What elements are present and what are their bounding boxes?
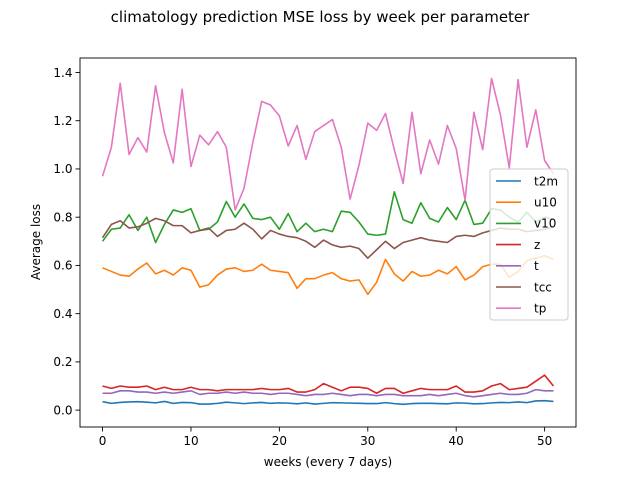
chart-title: climatology prediction MSE loss by week …	[111, 8, 530, 26]
x-tick-label: 30	[360, 434, 375, 448]
x-tick-label: 10	[183, 434, 198, 448]
series-line-z	[102, 374, 555, 395]
y-tick-label: 1.0	[53, 162, 72, 176]
y-axis-label: Average loss	[29, 204, 43, 280]
legend-label-t: t	[534, 259, 539, 273]
legend-label-z: z	[534, 238, 540, 252]
y-tick-label: 1.2	[53, 114, 72, 128]
x-tick-label: 0	[99, 434, 107, 448]
series-layer	[101, 77, 555, 406]
y-tick-label: 0.4	[53, 307, 72, 321]
legend: t2m u10 v10 zt tcc tp	[489, 168, 569, 321]
y-tick-label: 0.8	[53, 210, 72, 224]
series-line-t2m	[102, 399, 554, 406]
y-tick-label: 0.6	[53, 259, 72, 273]
legend-frame	[489, 168, 569, 321]
y-tick-label: 0.0	[53, 403, 72, 417]
series-line-tp	[101, 77, 555, 211]
series-line-tcc	[101, 217, 554, 259]
y-tick-label: 1.4	[53, 66, 72, 80]
series-line-v10	[101, 191, 554, 244]
x-tick-label: 50	[537, 434, 552, 448]
x-tick-label: 40	[449, 434, 464, 448]
plot-area-frame	[79, 57, 577, 428]
x-axis: 0 10 20 30 40 50	[99, 427, 552, 448]
y-axis: 0.0 0.2 0.4 0.6 0.8 1.0 1.2 1.4	[53, 66, 80, 417]
x-tick-label: 20	[272, 434, 287, 448]
y-tick-label: 0.2	[53, 355, 72, 369]
legend-label-u10: u10	[534, 196, 557, 210]
series-line-u10	[102, 254, 554, 296]
legend-label-tcc: tcc	[534, 280, 552, 294]
legend-label-v10: v10	[534, 217, 556, 231]
x-axis-label: weeks (every 7 days)	[264, 455, 392, 469]
legend-label-t2m: t2m	[534, 174, 558, 188]
series-line-t	[102, 388, 554, 398]
legend-label-tp: tp	[534, 302, 546, 316]
